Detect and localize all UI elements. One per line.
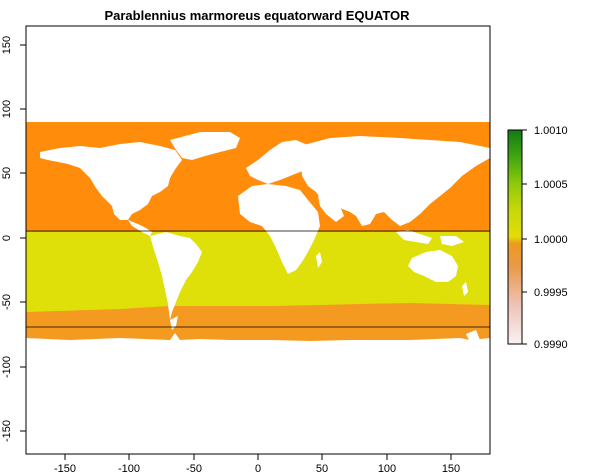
legend-tick-label: 1.0000 <box>534 234 568 246</box>
x-tick-label: 0 <box>255 463 261 472</box>
x-tick-label: -150 <box>54 463 76 472</box>
y-axis <box>20 44 26 432</box>
legend-tick-label: 1.0010 <box>534 125 568 137</box>
y-tick-label: -50 <box>1 294 13 310</box>
legend-tick-label: 0.9995 <box>534 287 568 299</box>
x-tick-label: 100 <box>378 463 396 472</box>
band-southern-ocean <box>26 303 490 341</box>
color-legend-bar <box>507 129 523 345</box>
y-tick-label: -150 <box>1 420 13 442</box>
legend-ticks <box>522 129 527 345</box>
y-tick-label: 0 <box>1 235 13 241</box>
y-tick-label: 100 <box>1 100 13 118</box>
land-masses <box>40 132 490 342</box>
x-tick-label: -100 <box>118 463 140 472</box>
legend-tick-label: 0.9990 <box>534 339 568 351</box>
y-tick-label: -100 <box>1 356 13 378</box>
x-tick-label: 50 <box>316 463 328 472</box>
plot-title: Parablennius marmoreus equatorward EQUAT… <box>104 8 410 23</box>
legend-tick-label: 1.0005 <box>534 179 568 191</box>
y-tick-label: 150 <box>1 36 13 54</box>
x-tick-label: 150 <box>442 463 460 472</box>
y-tick-label: 50 <box>1 167 13 179</box>
band-tropical <box>26 232 490 312</box>
x-axis <box>64 454 452 460</box>
x-tick-label: -50 <box>186 463 202 472</box>
